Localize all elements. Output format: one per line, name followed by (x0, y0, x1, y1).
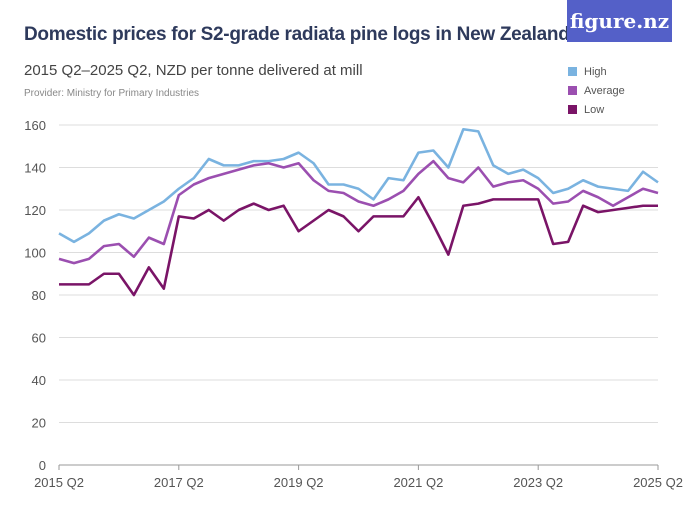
x-tick-label: 2017 Q2 (154, 475, 204, 490)
series-line-low (59, 195, 658, 297)
series-line-high (58, 127, 659, 244)
x-tick-label: 2019 Q2 (274, 475, 324, 490)
y-tick-label: 0 (39, 458, 46, 473)
legend-item-average: Average (568, 81, 625, 100)
legend-label-average: Average (584, 84, 625, 97)
figure-nz-logo[interactable]: figure.nz (567, 0, 672, 42)
y-tick-label: 100 (24, 246, 46, 261)
y-tick-label: 120 (24, 203, 46, 218)
legend-label-high: High (584, 65, 607, 78)
chart-title: Domestic prices for S2-grade radiata pin… (24, 24, 570, 45)
legend-swatch-low (568, 105, 577, 114)
legend-swatch-average (568, 86, 577, 95)
y-tick-label: 80 (32, 288, 46, 303)
y-tick-label: 160 (24, 118, 46, 133)
y-tick-label: 60 (32, 331, 46, 346)
legend: High Average Low (568, 62, 625, 119)
provider-text: Provider: Ministry for Primary Industrie… (24, 88, 200, 99)
y-tick-label: 40 (32, 373, 46, 388)
legend-item-high: High (568, 62, 625, 81)
y-tick-label: 140 (24, 161, 46, 176)
legend-swatch-high (568, 67, 577, 76)
series-line-average (58, 159, 659, 265)
legend-label-low: Low (584, 103, 605, 116)
legend-item-low: Low (568, 100, 625, 119)
x-tick-label: 2015 Q2 (34, 475, 84, 490)
x-tick-label: 2025 Q2 (633, 475, 683, 490)
y-tick-label: 20 (32, 416, 46, 431)
x-tick-label: 2023 Q2 (513, 475, 563, 490)
chart-subtitle: 2015 Q2–2025 Q2, NZD per tonne delivered… (24, 62, 363, 79)
x-tick-label: 2021 Q2 (393, 475, 443, 490)
